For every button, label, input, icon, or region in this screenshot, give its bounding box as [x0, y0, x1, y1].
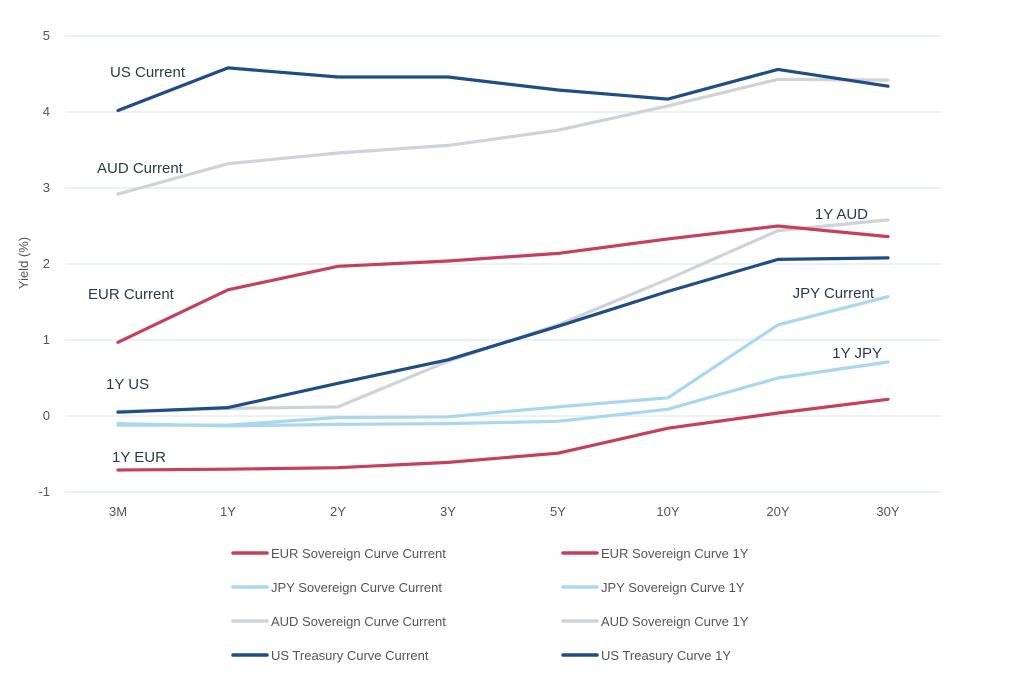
gridlines	[65, 35, 942, 493]
legend-item-jpy-sovereign-curve-current: JPY Sovereign Curve Current	[231, 580, 442, 595]
x-axis-ticks: 3M 1Y 2Y 3Y 5Y 10Y 20Y 30Y	[109, 504, 900, 519]
x-tick-label: 30Y	[876, 504, 899, 519]
annotation-eur-current: EUR Current	[88, 286, 175, 303]
series-line-eur-sovereign-curve-1y	[116, 397, 890, 472]
x-tick-label: 10Y	[656, 504, 679, 519]
y-tick-label: 1	[43, 332, 50, 347]
legend-item-jpy-sovereign-curve-1y: JPY Sovereign Curve 1Y	[561, 580, 745, 595]
legend-label: AUD Sovereign Curve Current	[271, 614, 446, 629]
series-line-jpy-sovereign-curve-1y	[116, 360, 890, 428]
x-tick-label: 3M	[109, 504, 127, 519]
legend-label: US Treasury Curve 1Y	[601, 648, 731, 663]
annotation-1y-aud: 1Y AUD	[815, 206, 868, 223]
legend-item-us-treasury-curve-1y: US Treasury Curve 1Y	[561, 648, 731, 663]
legend-label: US Treasury Curve Current	[271, 648, 429, 663]
annotation-jpy-current: JPY Current	[793, 285, 875, 302]
series-line-jpy-sovereign-curve-current	[116, 295, 890, 427]
series-lines	[116, 66, 890, 472]
x-tick-label: 2Y	[330, 504, 346, 519]
y-axis-label: Yield (%)	[16, 237, 31, 289]
y-tick-label: 5	[43, 28, 50, 43]
legend-item-us-treasury-curve-current: US Treasury Curve Current	[231, 648, 429, 663]
x-tick-label: 3Y	[440, 504, 456, 519]
series-line-eur-sovereign-curve-current	[116, 224, 890, 344]
x-tick-label: 5Y	[550, 504, 566, 519]
annotation-aud-current: AUD Current	[97, 160, 184, 177]
series-line-us-treasury-curve-1y	[116, 256, 890, 414]
legend-label: AUD Sovereign Curve 1Y	[601, 614, 749, 629]
y-axis-ticks: 5 4 3 2 1 0 -1	[38, 28, 50, 499]
annotation-1y-eur: 1Y EUR	[112, 449, 166, 466]
series-line-us-treasury-curve-current	[116, 66, 890, 113]
legend-item-aud-sovereign-curve-1y: AUD Sovereign Curve 1Y	[561, 614, 749, 629]
legend-item-eur-sovereign-curve-1y: EUR Sovereign Curve 1Y	[561, 546, 749, 561]
y-tick-label: 2	[43, 256, 50, 271]
legend-item-eur-sovereign-curve-current: EUR Sovereign Curve Current	[231, 546, 446, 561]
annotation-us-current: US Current	[110, 64, 186, 81]
x-tick-label: 20Y	[766, 504, 789, 519]
series-line-aud-sovereign-curve-1y	[116, 218, 890, 413]
annotation-1y-us: 1Y US	[106, 376, 149, 393]
x-tick-label: 1Y	[220, 504, 236, 519]
annotation-1y-jpy: 1Y JPY	[832, 345, 882, 362]
y-tick-label: 0	[43, 408, 50, 423]
y-tick-label: 4	[43, 104, 50, 119]
legend-item-aud-sovereign-curve-current: AUD Sovereign Curve Current	[231, 614, 446, 629]
legend-label: JPY Sovereign Curve 1Y	[601, 580, 745, 595]
y-tick-label: -1	[38, 484, 50, 499]
legend-label: JPY Sovereign Curve Current	[271, 580, 442, 595]
legend: EUR Sovereign Curve Current EUR Sovereign…	[231, 546, 749, 663]
series-line-aud-sovereign-curve-current	[116, 77, 890, 196]
legend-label: EUR Sovereign Curve Current	[271, 546, 446, 561]
legend-label: EUR Sovereign Curve 1Y	[601, 546, 749, 561]
series-annotations: US Current AUD Current EUR Current 1Y US 1Y …	[88, 64, 882, 466]
y-tick-label: 3	[43, 180, 50, 195]
